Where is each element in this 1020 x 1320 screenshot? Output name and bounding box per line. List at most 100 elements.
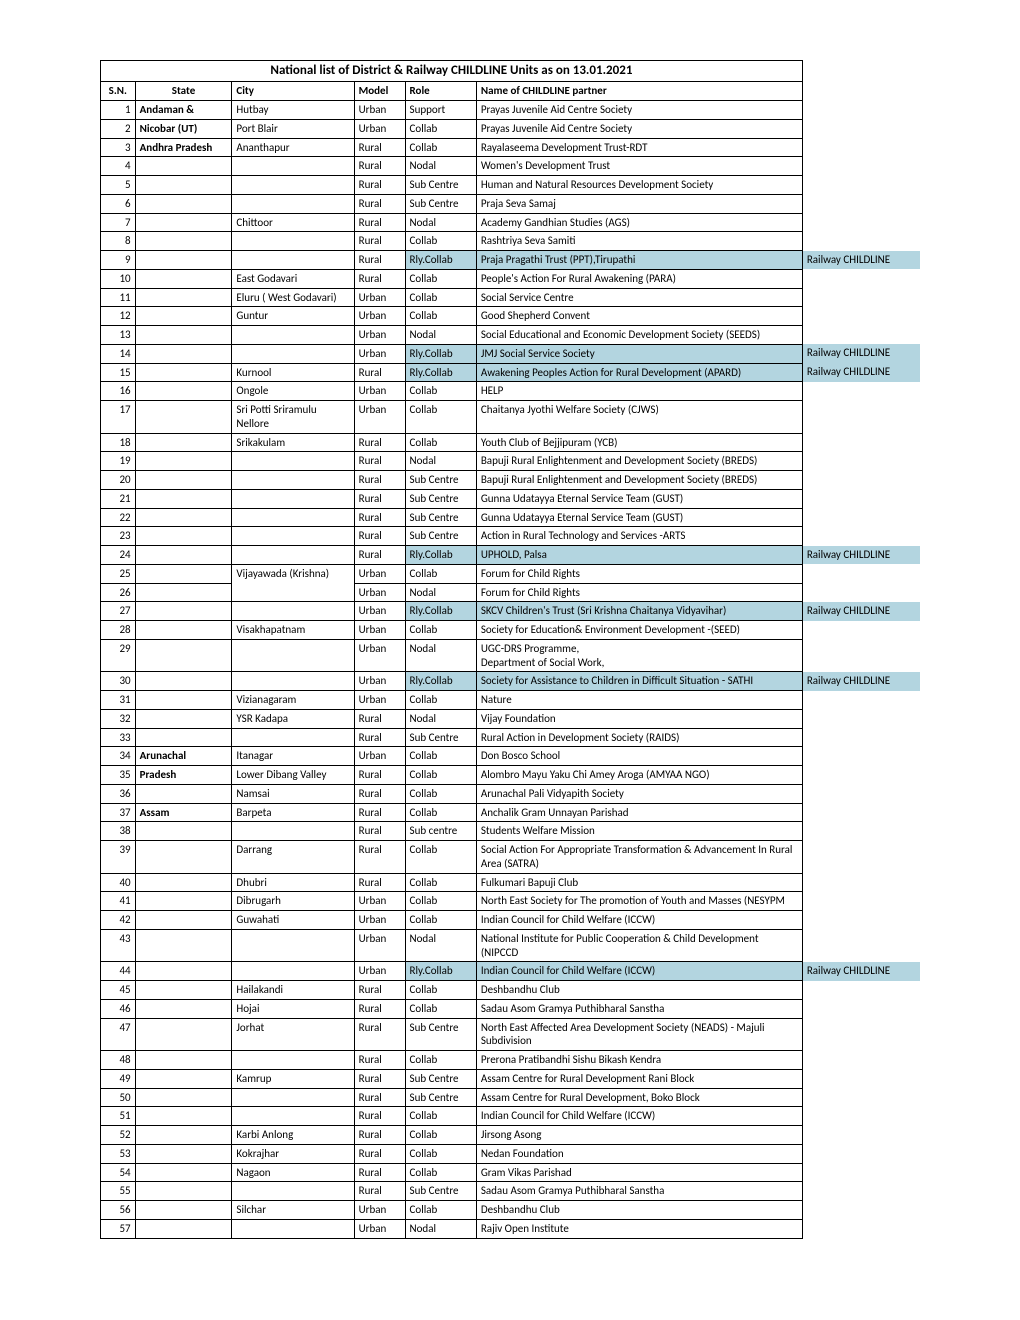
table-row: 50RuralSub CentreAssam Centre for Rural … [101,1088,920,1107]
cell-partner: North East Affected Area Development Soc… [476,1018,802,1051]
cell-state [135,344,232,363]
cell-state [135,452,232,471]
cell-partner: Deshbandhu Club [476,1201,802,1220]
table-row: 17Sri Potti Sriramulu NelloreUrbanCollab… [101,401,920,434]
table-row: 34ArunachalItanagarUrbanCollabDon Bosco … [101,747,920,766]
cell-tag [802,138,919,157]
cell-role: Collab [405,1126,476,1145]
cell-city [232,962,354,981]
cell-role: Nodal [405,326,476,345]
table-row: 47JorhatRuralSub CentreNorth East Affect… [101,1018,920,1051]
cell-state [135,911,232,930]
header-role: Role [405,82,476,101]
cell-tag [802,803,919,822]
cell-sn: 36 [101,784,136,803]
cell-model: Rural [354,251,405,270]
cell-sn: 21 [101,489,136,508]
cell-tag [802,841,919,874]
cell-state [135,709,232,728]
cell-state [135,232,232,251]
cell-city [232,326,354,345]
cell-role: Collab [405,999,476,1018]
cell-partner: Chaitanya Jyothi Welfare Society (CJWS) [476,401,802,434]
cell-state [135,1144,232,1163]
cell-model: Rural [354,433,405,452]
cell-sn: 41 [101,892,136,911]
cell-sn: 54 [101,1163,136,1182]
cell-tag: Railway CHILDLINE [802,251,919,270]
cell-model: Urban [354,288,405,307]
cell-partner: Society for Assistance to Children in Di… [476,672,802,691]
cell-tag [802,1051,919,1070]
cell-city: Silchar [232,1201,354,1220]
cell-city: Dhubri [232,873,354,892]
table-row: 51RuralCollabIndian Council for Child We… [101,1107,920,1126]
cell-state [135,981,232,1000]
cell-partner: Anchalik Gram Unnayan Parishad [476,803,802,822]
cell-role: Sub Centre [405,527,476,546]
cell-partner: Deshbandhu Club [476,981,802,1000]
cell-model: Urban [354,583,405,602]
cell-tag [802,709,919,728]
cell-sn: 24 [101,546,136,565]
title-row: National list of District & Railway CHIL… [101,61,920,82]
cell-model: Rural [354,784,405,803]
cell-model: Rural [354,1018,405,1051]
cell-model: Rural [354,1163,405,1182]
cell-city: Visakhapatnam [232,621,354,640]
cell-model: Rural [354,1182,405,1201]
cell-city: Hutbay [232,101,354,120]
cell-partner: Human and Natural Resources Development … [476,176,802,195]
cell-partner: Academy Gandhian Studies (AGS) [476,213,802,232]
cell-city [232,251,354,270]
table-row: 43UrbanNodalNational Institute for Publi… [101,929,920,962]
cell-sn: 38 [101,822,136,841]
cell-role: Collab [405,803,476,822]
cell-model: Rural [354,232,405,251]
cell-role: Sub Centre [405,1182,476,1201]
cell-sn: 52 [101,1126,136,1145]
cell-sn: 48 [101,1051,136,1070]
cell-partner: Don Bosco School [476,747,802,766]
cell-partner: Nedan Foundation [476,1144,802,1163]
cell-city [232,602,354,621]
cell-tag [802,766,919,785]
cell-city [232,176,354,195]
cell-city: Hailakandi [232,981,354,1000]
table-row: 30UrbanRly.CollabSociety for Assistance … [101,672,920,691]
cell-state [135,691,232,710]
cell-role: Rly.Collab [405,251,476,270]
cell-sn: 53 [101,1144,136,1163]
cell-partner: Assam Centre for Rural Development, Boko… [476,1088,802,1107]
cell-role: Collab [405,1144,476,1163]
cell-city: Guntur [232,307,354,326]
cell-state [135,672,232,691]
cell-state [135,1219,232,1238]
cell-sn: 33 [101,728,136,747]
cell-partner: Rashtriya Seva Samiti [476,232,802,251]
cell-role: Nodal [405,213,476,232]
cell-sn: 28 [101,621,136,640]
cell-model: Rural [354,841,405,874]
cell-sn: 30 [101,672,136,691]
cell-partner: JMJ Social Service Society [476,344,802,363]
cell-partner: Prerona Pratibandhi Sishu Bikash Kendra [476,1051,802,1070]
cell-sn: 44 [101,962,136,981]
cell-city: Srikakulam [232,433,354,452]
cell-sn: 25 [101,564,136,583]
cell-tag: Railway CHILDLINE [802,962,919,981]
cell-city [232,546,354,565]
cell-model: Rural [354,452,405,471]
cell-state [135,602,232,621]
cell-sn: 16 [101,382,136,401]
cell-state [135,194,232,213]
cell-role: Sub Centre [405,1018,476,1051]
cell-state [135,326,232,345]
cell-city: Eluru ( West Godavari) [232,288,354,307]
cell-city: Darrang [232,841,354,874]
cell-model: Rural [354,873,405,892]
empty [802,61,919,82]
cell-sn: 10 [101,269,136,288]
table-row: 12GunturUrbanCollabGood Shepherd Convent [101,307,920,326]
cell-partner: Assam Centre for Rural Development Rani … [476,1069,802,1088]
